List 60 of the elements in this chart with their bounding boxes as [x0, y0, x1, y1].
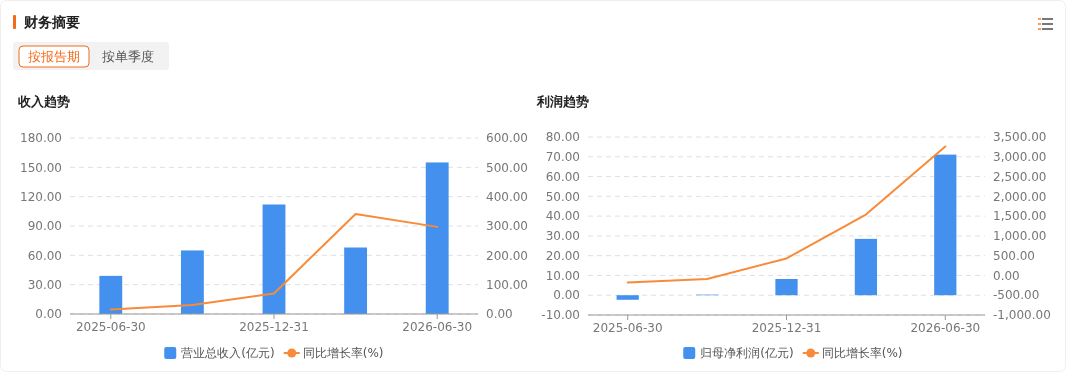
y-tick-label: 30.00	[545, 229, 580, 244]
y2-tick-label: 400.00	[486, 189, 528, 204]
y2-tick-label: 1,000.00	[993, 229, 1047, 244]
y2-tick-label: 2,000.00	[993, 189, 1047, 204]
y2-tick-label: 600.00	[486, 131, 528, 146]
y-tick-label: 90.00	[27, 219, 62, 234]
legend-label: 营业总收入(亿元)	[181, 346, 275, 361]
y-tick-label: 60.00	[545, 169, 580, 184]
line-series	[626, 145, 947, 284]
text: 按单季度	[102, 49, 154, 64]
y2-tick-label: 2,500.00	[993, 169, 1047, 184]
bar	[99, 275, 123, 314]
line-series	[109, 212, 439, 311]
legend-label: 同比增长率(%)	[821, 346, 903, 361]
y-tick-label: 70.00	[545, 149, 580, 164]
y-tick-label: 40.00	[545, 209, 580, 224]
y2-tick-label: 0.00	[993, 268, 1020, 283]
y-tick-label: 120.00	[20, 189, 62, 204]
bar	[934, 154, 957, 296]
bar	[262, 204, 286, 314]
y2-tick-label: -1,000.00	[993, 308, 1051, 323]
y-tick-label: 150.00	[20, 160, 62, 175]
x-tick-label: 2026-06-30	[910, 321, 981, 335]
x-tick-label: 2026-06-30	[402, 320, 473, 334]
chart-title: 利润趋势	[536, 94, 589, 109]
text: 财务摘要	[23, 14, 80, 30]
y-tick-label: 60.00	[27, 248, 62, 263]
y2-tick-label: 100.00	[486, 277, 528, 292]
y2-tick-label: 300.00	[486, 219, 528, 234]
bar	[180, 250, 204, 314]
y-tick-label: 10.00	[545, 268, 580, 283]
bar	[616, 295, 639, 300]
y-tick-label: 180.00	[20, 131, 62, 146]
text: 按报告期	[28, 49, 80, 64]
bar	[344, 247, 368, 314]
chart-title: 收入趋势	[18, 94, 70, 109]
bar	[854, 238, 878, 296]
y2-tick-label: 1,500.00	[993, 209, 1047, 224]
y-tick-label: 20.00	[545, 248, 580, 263]
x-tick-label: 2025-06-30	[75, 320, 146, 334]
y-tick-label: 0.00	[553, 288, 580, 303]
legend-label: 同比增长率(%)	[302, 346, 384, 361]
x-tick-label: 2025-06-30	[592, 321, 663, 335]
y2-tick-label: 200.00	[486, 248, 528, 263]
y2-tick-label: -500.00	[993, 288, 1040, 303]
y-tick-label: 80.00	[545, 130, 580, 145]
legend-label: 归母净利润(亿元)	[700, 346, 794, 361]
bar	[775, 279, 798, 296]
y2-tick-label: 500.00	[993, 248, 1035, 263]
x-tick-label: 2025-12-31	[751, 321, 822, 335]
x-tick-label: 2025-12-31	[239, 320, 309, 334]
bar	[425, 162, 449, 314]
y-tick-label: 30.00	[27, 277, 62, 292]
y2-tick-label: 3,000.00	[993, 149, 1047, 164]
y-tick-label: -10.00	[541, 308, 580, 323]
y-tick-label: 50.00	[545, 189, 580, 204]
y2-tick-label: 3,500.00	[993, 130, 1047, 145]
y-tick-label: 0.00	[35, 307, 62, 322]
y2-tick-label: 0.00	[486, 307, 513, 322]
y2-tick-label: 500.00	[486, 160, 528, 175]
